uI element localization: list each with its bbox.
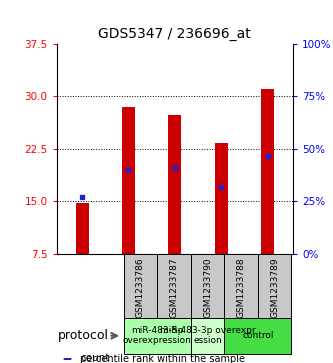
Text: GSM1233788: GSM1233788 bbox=[236, 257, 245, 318]
Text: miR-483-5p
overexpression: miR-483-5p overexpression bbox=[123, 326, 192, 346]
Bar bbox=[76, 203, 89, 254]
Bar bbox=[168, 115, 181, 254]
Bar bbox=[157, 254, 191, 318]
Bar bbox=[261, 89, 274, 254]
Text: GSM1233786: GSM1233786 bbox=[136, 257, 145, 318]
Bar bbox=[224, 254, 258, 318]
Text: protocol: protocol bbox=[58, 329, 109, 342]
Text: GSM1233789: GSM1233789 bbox=[270, 257, 279, 318]
Bar bbox=[191, 254, 224, 318]
Bar bbox=[258, 254, 291, 318]
Text: control: control bbox=[242, 331, 274, 340]
Bar bbox=[224, 318, 291, 354]
Bar bbox=[215, 143, 228, 254]
Bar bbox=[122, 107, 135, 254]
Text: miR-483-3p overexpr
ession: miR-483-3p overexpr ession bbox=[160, 326, 255, 346]
Text: percentile rank within the sample: percentile rank within the sample bbox=[80, 354, 245, 363]
Text: GSM1233787: GSM1233787 bbox=[169, 257, 178, 318]
Bar bbox=[191, 318, 224, 354]
Text: count: count bbox=[80, 353, 110, 363]
Bar bbox=[124, 318, 191, 354]
Title: GDS5347 / 236696_at: GDS5347 / 236696_at bbox=[99, 27, 251, 41]
Bar bbox=[124, 254, 157, 318]
Text: GSM1233790: GSM1233790 bbox=[203, 257, 212, 318]
